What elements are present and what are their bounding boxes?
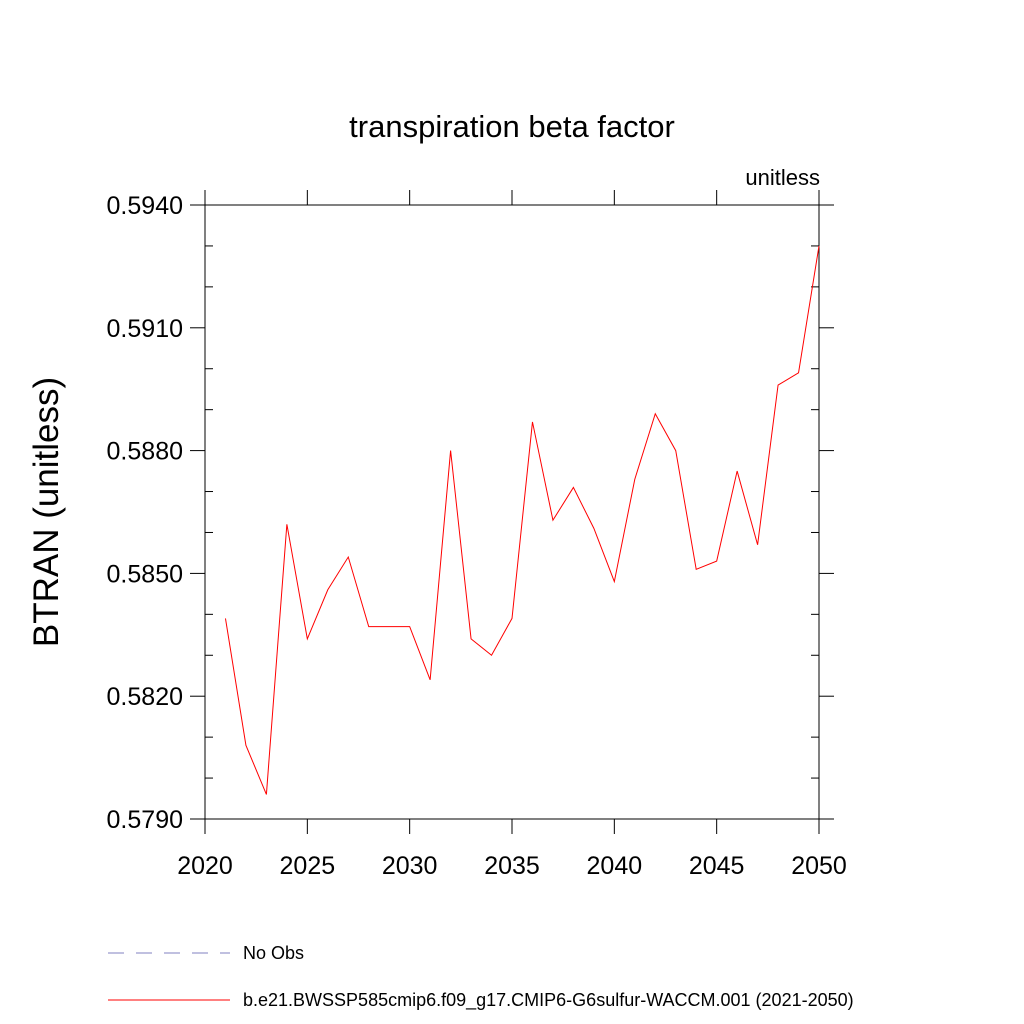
- y-axis-label: BTRAN (unitless): [27, 377, 66, 647]
- y-tick-label: 0.5850: [107, 560, 183, 588]
- units-label: unitless: [745, 165, 820, 190]
- y-tick-label: 0.5910: [107, 315, 183, 343]
- series-line-1: [224, 245, 820, 795]
- y-tick-label: 0.5880: [107, 438, 183, 466]
- x-tick-label: 2050: [791, 852, 847, 880]
- x-tick-label: 2020: [177, 852, 233, 880]
- chart-title: transpiration beta factor: [349, 109, 675, 144]
- x-tick-label: 2045: [689, 852, 745, 880]
- plot-frame: [204, 204, 820, 820]
- legend-label-1: b.e21.BWSSP585cmip6.f09_g17.CMIP6-G6sulf…: [243, 990, 854, 1011]
- tick-labels: 2020 2025 2030 2035 2040 2045 2050 0.5790 0.5820…: [107, 192, 847, 880]
- y-tick-label: 0.5790: [107, 806, 183, 834]
- x-tick-label: 2025: [280, 852, 336, 880]
- series-layer: [224, 245, 820, 795]
- y-tick-label: 0.5820: [107, 683, 183, 711]
- x-tick-label: 2040: [587, 852, 643, 880]
- x-tick-label: 2030: [382, 852, 438, 880]
- axis-ticks: [190, 190, 834, 834]
- legend-label-0: No Obs: [243, 943, 304, 963]
- x-tick-label: 2035: [484, 852, 540, 880]
- legend: No Obs b.e21.BWSSP585cmip6.f09_g17.CMIP6-…: [108, 943, 854, 1011]
- y-tick-label: 0.5940: [107, 192, 183, 220]
